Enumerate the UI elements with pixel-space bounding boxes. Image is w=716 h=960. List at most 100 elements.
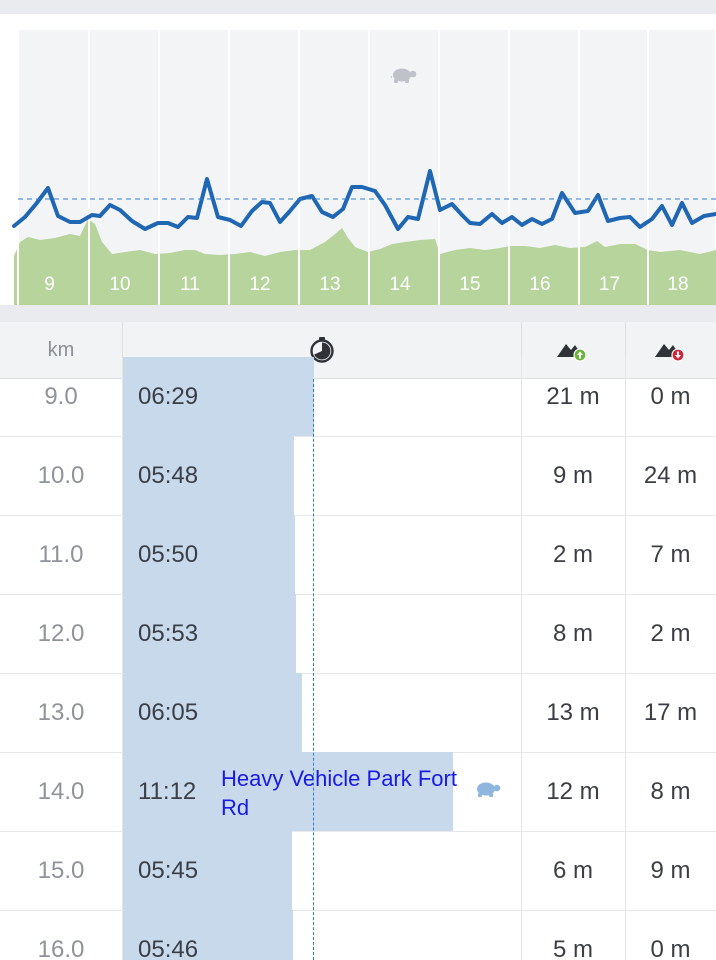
- descent-column-header[interactable]: [625, 322, 716, 378]
- pace-cell: 06:05: [138, 698, 199, 726]
- ascent-cell: 5 m: [552, 935, 593, 960]
- split-row-16.0[interactable]: 16.0 05:46 5 m 0 m: [0, 910, 716, 960]
- x-label-17: 17: [599, 274, 620, 295]
- km-cell: 9.0: [44, 382, 78, 410]
- ascent-cell: 9 m: [552, 461, 593, 489]
- split-row-13.0[interactable]: 13.0 06:05 13 m 17 m: [0, 673, 716, 753]
- col-line-time: [122, 831, 123, 910]
- pace-cell: 05:48: [138, 461, 199, 489]
- col-line-time: [122, 752, 123, 831]
- poi-label[interactable]: Heavy Vehicle Park Fort Rd: [221, 766, 457, 820]
- descent-cell: 0 m: [650, 935, 691, 960]
- descent-cell: 24 m: [643, 461, 698, 489]
- col-line-time: [122, 357, 123, 436]
- col-line-up: [521, 752, 522, 831]
- header-divider: [521, 322, 522, 378]
- x-label-9: 9: [44, 274, 55, 295]
- pace-cell: 05:46: [138, 935, 199, 960]
- pace-line: [12, 169, 716, 231]
- descent-cell: 9 m: [650, 856, 691, 884]
- time-column-header[interactable]: [122, 322, 521, 378]
- km-cell: 10.0: [37, 461, 85, 489]
- splits-table: km 9.0 06:29 21 m 0 m 10.0 05:48: [0, 322, 716, 960]
- pace-cell: 05:45: [138, 856, 199, 884]
- header-divider: [122, 322, 123, 378]
- km-cell: 15.0: [37, 856, 85, 884]
- pace-cell: 11:12: [138, 777, 197, 805]
- col-line-time: [122, 594, 123, 673]
- col-line-down: [625, 515, 626, 594]
- chart-x-labels: 9 10 11 12 13 14 15 16 17 18: [44, 274, 688, 295]
- split-row-10.0[interactable]: 10.0 05:48 9 m 24 m: [0, 436, 716, 516]
- col-line-up: [521, 357, 522, 436]
- col-line-time: [122, 436, 123, 515]
- ascent-cell: 2 m: [552, 540, 593, 568]
- col-line-up: [521, 436, 522, 515]
- descent-cell: 17 m: [643, 698, 698, 726]
- km-cell: 13.0: [37, 698, 85, 726]
- pace-bar: [123, 357, 314, 436]
- pace-polyline: [12, 169, 716, 231]
- split-row-12.0[interactable]: 12.0 05:53 8 m 2 m: [0, 594, 716, 674]
- km-cell: 12.0: [37, 619, 85, 647]
- col-line-up: [521, 594, 522, 673]
- ascent-cell: 13 m: [546, 698, 600, 726]
- descent-cell: 0 m: [650, 382, 691, 410]
- col-line-down: [625, 752, 626, 831]
- average-pace-reference-line: [313, 379, 314, 960]
- split-row-9.0[interactable]: 9.0 06:29 21 m 0 m: [0, 357, 716, 437]
- pace-bar: [123, 594, 296, 673]
- col-line-time: [122, 910, 123, 960]
- col-line-up: [521, 515, 522, 594]
- split-row-15.0[interactable]: 15.0 05:45 6 m 9 m: [0, 831, 716, 911]
- ascent-cell: 6 m: [552, 856, 593, 884]
- col-line-up: [521, 831, 522, 910]
- stopwatch-icon: [309, 337, 334, 363]
- turtle-icon: [390, 68, 417, 83]
- x-label-10: 10: [109, 274, 130, 295]
- pace-cell: 06:29: [138, 382, 199, 410]
- col-line-up: [521, 673, 522, 752]
- col-line-down: [625, 673, 626, 752]
- col-line-down: [625, 831, 626, 910]
- col-line-down: [625, 594, 626, 673]
- ascent-cell: 12 m: [546, 777, 600, 805]
- km-column-header: km: [47, 338, 75, 361]
- col-line-up: [521, 910, 522, 960]
- split-row-14.0[interactable]: 14.0 11:12 Heavy Vehicle Park Fort Rd 12 m 8…: [0, 752, 716, 832]
- ascent-column-header[interactable]: [521, 322, 625, 378]
- header-divider: [625, 322, 626, 378]
- pace-cell: 05:50: [138, 540, 199, 568]
- pace-bar: [123, 910, 293, 960]
- ascent-cell: 21 m: [546, 382, 600, 410]
- ascent-icon: [557, 344, 587, 362]
- pace-bar: [123, 752, 453, 831]
- ascent-cell: 8 m: [552, 619, 593, 647]
- km-cell: 11.0: [38, 540, 84, 568]
- chart-svg: 9 10 11 12 13 14 15 16 17 18: [12, 30, 716, 305]
- pace-bar: [123, 831, 292, 910]
- x-label-12: 12: [249, 274, 270, 295]
- km-cell: 14.0: [37, 777, 85, 805]
- col-line-down: [625, 436, 626, 515]
- x-label-14: 14: [389, 274, 411, 295]
- descent-icon: [654, 344, 685, 362]
- x-label-18: 18: [667, 274, 688, 295]
- pace-bar: [123, 436, 294, 515]
- pace-bar: [123, 673, 302, 752]
- col-line-down: [625, 357, 626, 436]
- pace-bar: [123, 515, 295, 594]
- col-line-down: [625, 910, 626, 960]
- split-row-11.0[interactable]: 11.0 05:50 2 m 7 m: [0, 515, 716, 595]
- descent-cell: 2 m: [650, 619, 691, 647]
- x-label-13: 13: [319, 274, 340, 295]
- elevation-fill: [14, 219, 716, 305]
- turtle-icon: [477, 782, 501, 797]
- x-label-11: 11: [180, 274, 200, 295]
- col-line-time: [122, 515, 123, 594]
- x-label-16: 16: [529, 274, 550, 295]
- pace-elevation-chart: 9 10 11 12 13 14 15 16 17 18: [0, 14, 716, 305]
- table-header: km: [0, 322, 716, 379]
- km-cell: 16.0: [37, 935, 85, 960]
- descent-cell: 8 m: [650, 777, 691, 805]
